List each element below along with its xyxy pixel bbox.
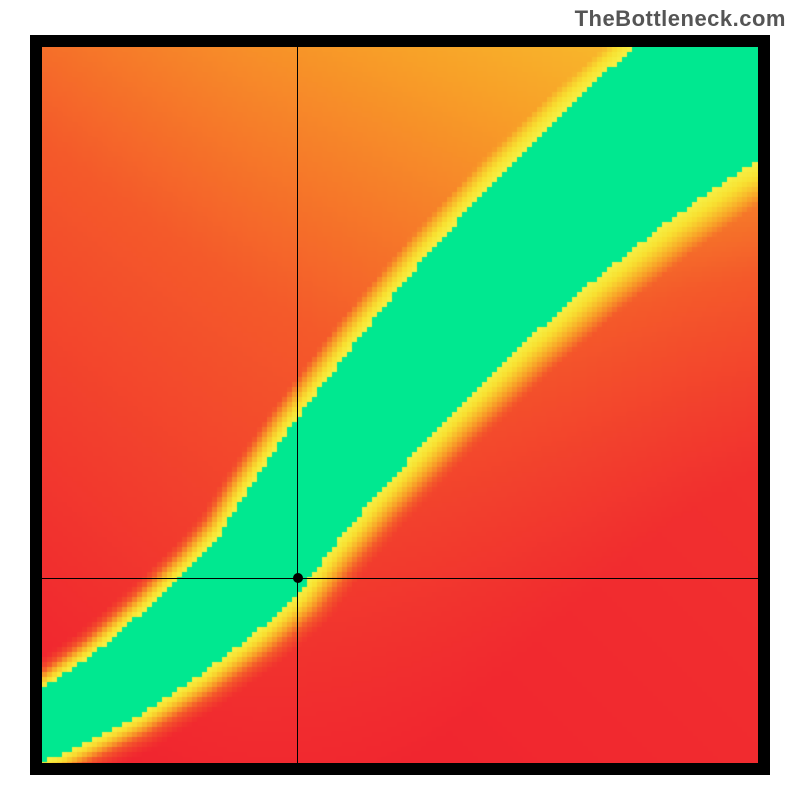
bottleneck-heatmap-frame bbox=[30, 35, 770, 775]
source-watermark: TheBottleneck.com bbox=[575, 6, 786, 32]
heatmap-canvas bbox=[42, 47, 758, 763]
bottleneck-heatmap-plot bbox=[42, 47, 758, 763]
